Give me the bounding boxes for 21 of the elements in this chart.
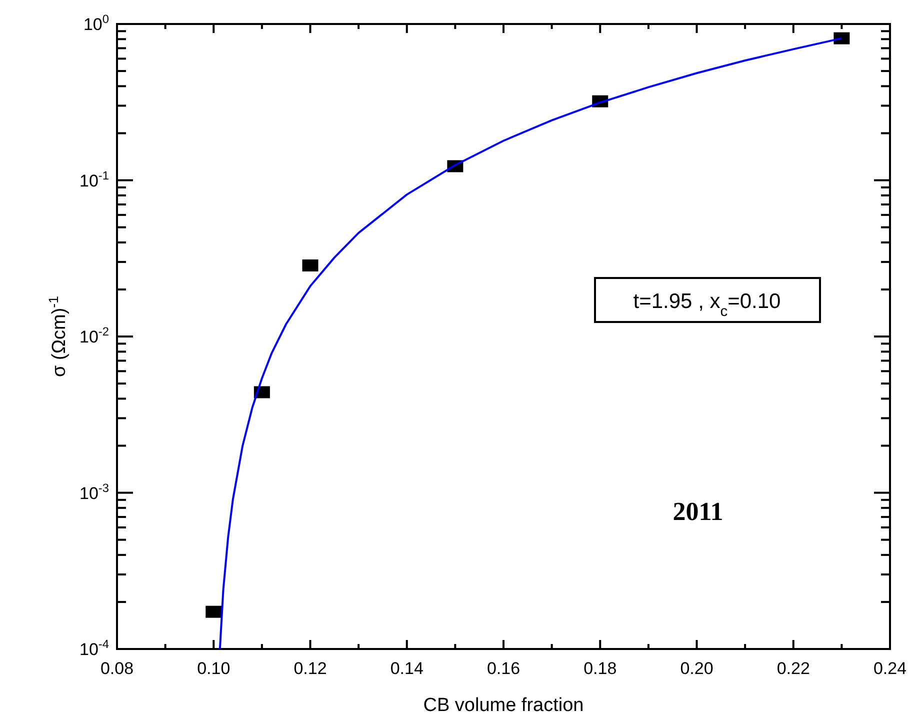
y-tick-label: 10$^{-2}$: [80, 324, 110, 346]
y-tick-label: 10$^{-3}$: [80, 480, 110, 503]
annotation: t=1.95 , x$_{c}$=0.10: [633, 290, 781, 320]
x-axis-title: CB volume fraction: [423, 695, 584, 716]
point: [834, 32, 850, 44]
x-tick-label: 0.24: [873, 659, 907, 678]
y-tick-label: 10$^{-4}$: [80, 637, 110, 659]
x-tick-label: 0.10: [197, 659, 230, 678]
annotation: 2011: [672, 497, 724, 526]
y-tick-label: 10$^{-1}$: [80, 168, 110, 190]
point: [302, 259, 318, 272]
x-tick-label: 0.20: [680, 659, 714, 678]
x-tick-label: 0.12: [294, 659, 327, 678]
y-tick-label: 10$^{0}$: [83, 12, 110, 34]
x-tick-label: 0.22: [776, 659, 810, 678]
x-tick-label: 0.14: [390, 659, 424, 678]
x-tick-label: 0.16: [486, 659, 520, 678]
x-tick-label: 0.08: [100, 659, 134, 678]
text-frame: t=1.95 , x$_{c}$=0.10: [594, 277, 821, 323]
point: [206, 606, 222, 618]
x-tick-label: 0.18: [584, 659, 617, 678]
